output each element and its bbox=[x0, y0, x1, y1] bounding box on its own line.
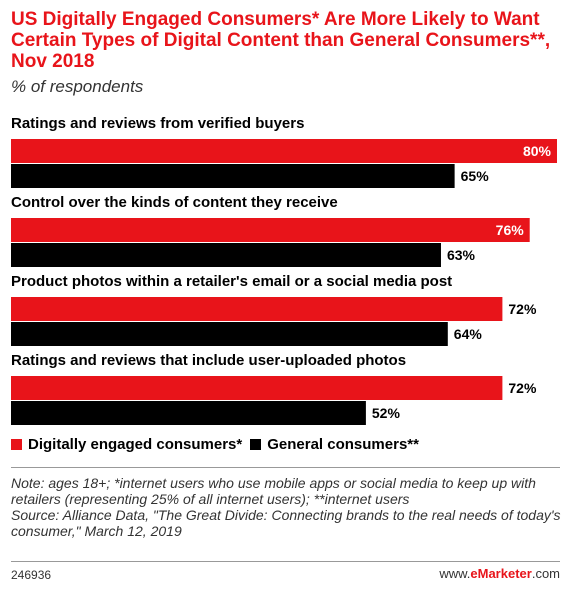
source-text: Source: Alliance Data, "The Great Divide… bbox=[11, 507, 561, 539]
legend-label-general: General consumers** bbox=[267, 436, 419, 453]
bar-digitally-engaged-1 bbox=[11, 139, 557, 163]
legend: Digitally engaged consumers* General con… bbox=[11, 436, 427, 453]
category-label-product-photos-within-a-retailer-s-email-or-a-social-media-post: Product photos within a retailer's email… bbox=[11, 273, 452, 290]
chart-title: US Digitally Engaged Consumers* Are More… bbox=[11, 9, 551, 72]
chart-subtitle: % of respondents bbox=[11, 77, 144, 96]
value-label-digitally-engaged-2: 76% bbox=[496, 222, 525, 238]
value-label-general-3: 64% bbox=[454, 326, 483, 342]
bar-digitally-engaged-2 bbox=[11, 218, 530, 242]
bar-general-1 bbox=[11, 164, 455, 188]
notes-divider bbox=[11, 467, 560, 468]
value-label-general-1: 65% bbox=[461, 168, 490, 184]
legend-item-digitally-engaged: Digitally engaged consumers* bbox=[11, 436, 242, 453]
bar-digitally-engaged-4 bbox=[11, 376, 503, 400]
legend-swatch-red bbox=[11, 439, 22, 450]
bar-general-4 bbox=[11, 401, 366, 425]
value-label-general-4: 52% bbox=[372, 405, 401, 421]
legend-label-digitally-engaged: Digitally engaged consumers* bbox=[28, 436, 243, 453]
value-label-digitally-engaged-3: 72% bbox=[508, 301, 537, 317]
brand-name: eMarketer bbox=[470, 566, 532, 581]
category-label-ratings-and-reviews-from-verified-buyers: Ratings and reviews from verified buyers bbox=[11, 115, 304, 132]
brand-prefix: www. bbox=[439, 566, 471, 581]
legend-item-general: General consumers** bbox=[250, 436, 419, 453]
brand-footer: www.eMarketer.com bbox=[439, 566, 560, 581]
footer-divider bbox=[11, 561, 560, 562]
category-label-ratings-and-reviews-that-include-user-uploaded-photos: Ratings and reviews that include user-up… bbox=[11, 352, 406, 369]
notes-block: Note: ages 18+; *internet users who use … bbox=[11, 475, 561, 539]
chart-id: 246936 bbox=[11, 568, 52, 582]
bar-general-3 bbox=[11, 322, 448, 346]
value-label-digitally-engaged-4: 72% bbox=[508, 380, 537, 396]
brand-suffix: .com bbox=[531, 566, 560, 581]
bar-general-2 bbox=[11, 243, 441, 267]
note-text: Note: ages 18+; *internet users who use … bbox=[11, 475, 536, 507]
value-label-general-2: 63% bbox=[447, 247, 476, 263]
value-label-digitally-engaged-1: 80% bbox=[523, 143, 552, 159]
bar-digitally-engaged-3 bbox=[11, 297, 503, 321]
legend-swatch-black bbox=[250, 439, 262, 450]
bar-chart: Ratings and reviews from verified buyers… bbox=[11, 115, 557, 425]
category-label-control-over-the-kinds-of-content-they-receive: Control over the kinds of content they r… bbox=[11, 194, 338, 211]
